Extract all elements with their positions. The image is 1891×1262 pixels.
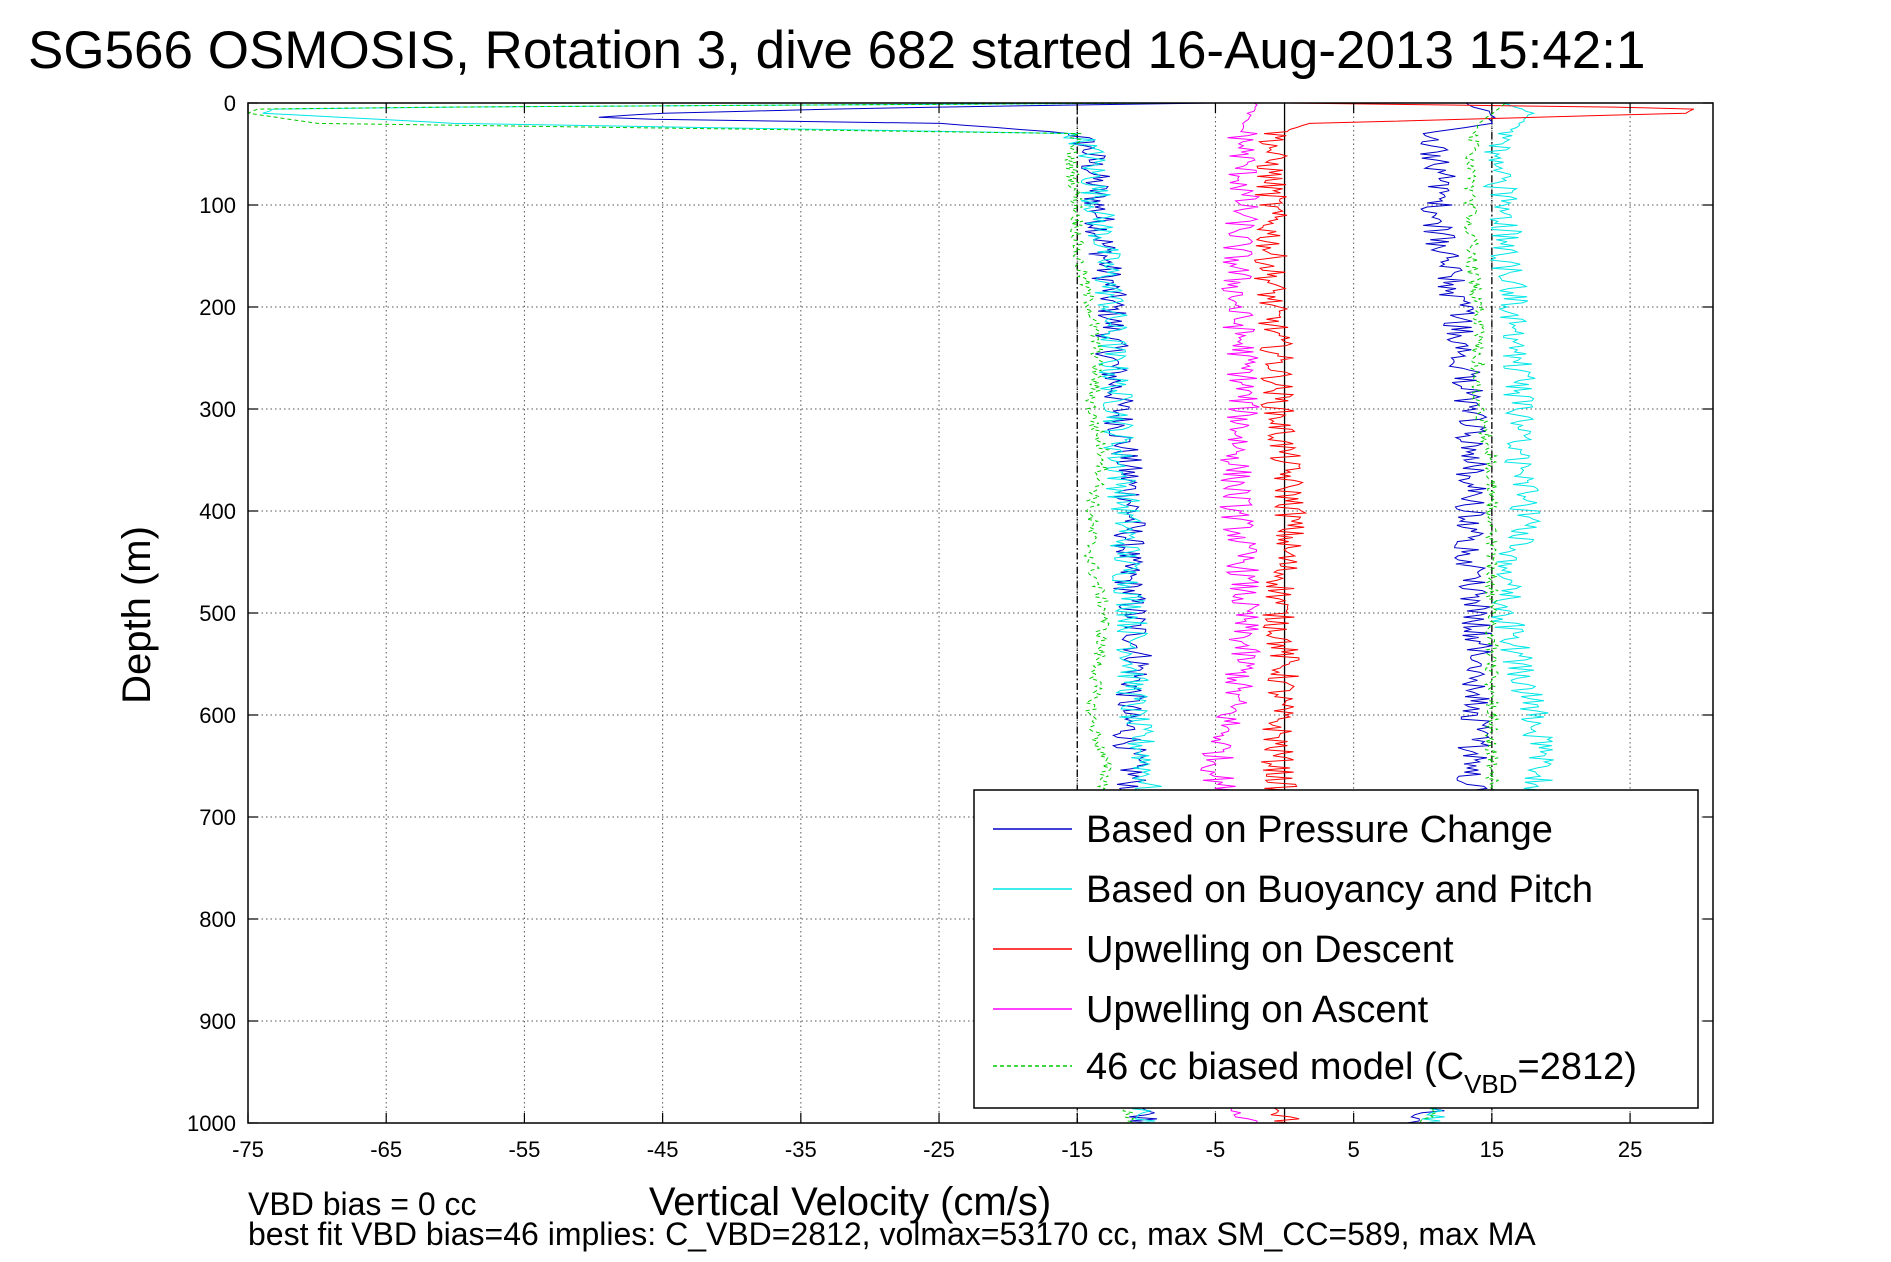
tick-labels: -75 -65 -55 -45 -35 -25 -15 -5 5 15 25010020030040… — [187, 91, 1642, 1162]
x-tick-label: -45 — [647, 1137, 679, 1162]
y-tick-label: 700 — [199, 805, 236, 830]
y-tick-label: 1000 — [187, 1111, 236, 1136]
legend: Based on Pressure Change Based on Buoyanc… — [973, 789, 1699, 1109]
y-tick-label: 800 — [199, 907, 236, 932]
y-tick-label: 300 — [199, 397, 236, 422]
y-tick-label: 100 — [199, 193, 236, 218]
x-axis-label: Vertical Velocity (cm/s) — [649, 1180, 1051, 1224]
x-tick-label: 5 — [1348, 1137, 1360, 1162]
x-tick-label: -15 — [1061, 1137, 1093, 1162]
legend-entry-2: Based on Buoyancy and Pitch — [993, 869, 1593, 911]
x-tick-label: 15 — [1480, 1137, 1504, 1162]
y-tick-label: 600 — [199, 703, 236, 728]
legend-label-tail: =2812) — [1518, 1046, 1637, 1088]
x-tick-label: -75 — [232, 1137, 264, 1162]
footer-line-1: VBD bias = 0 cc — [248, 1186, 477, 1222]
legend-label: 46 cc biased model (CVBD=2812) — [1086, 1046, 1637, 1099]
legend-label: Based on Pressure Change — [1086, 809, 1553, 851]
legend-entry-4: Upwelling on Ascent — [993, 989, 1429, 1031]
chart-title: SG566 OSMOSIS, Rotation 3, dive 682 star… — [28, 21, 1645, 80]
legend-label: Based on Buoyancy and Pitch — [1086, 869, 1593, 911]
legend-label-sub: VBD — [1464, 1069, 1517, 1099]
y-tick-label: 0 — [224, 91, 236, 116]
series-line — [248, 103, 1175, 1123]
legend-box — [973, 789, 1699, 1109]
x-tick-label: -25 — [923, 1137, 955, 1162]
y-tick-label: 200 — [199, 295, 236, 320]
y-axis-label: Depth (m) — [115, 526, 159, 704]
axes — [247, 102, 1714, 1124]
footer-line-2: best fit VBD bias=46 implies: C_VBD=2812… — [248, 1216, 1536, 1252]
x-tick-label: -35 — [785, 1137, 817, 1162]
legend-label-main: 46 cc biased model (C — [1086, 1046, 1464, 1088]
y-tick-label: 400 — [199, 499, 236, 524]
x-tick-label: -55 — [509, 1137, 541, 1162]
x-tick-label: -65 — [370, 1137, 402, 1162]
y-tick-label: 500 — [199, 601, 236, 626]
legend-entry-1: Based on Pressure Change — [993, 809, 1553, 851]
x-tick-label: -5 — [1206, 1137, 1226, 1162]
y-tick-label: 900 — [199, 1009, 236, 1034]
legend-entry-5: 46 cc biased model (CVBD=2812) — [993, 1046, 1637, 1099]
legend-label: Upwelling on Ascent — [1086, 989, 1429, 1031]
legend-label: Upwelling on Descent — [1086, 929, 1454, 971]
x-tick-label: 25 — [1618, 1137, 1642, 1162]
legend-entry-3: Upwelling on Descent — [993, 929, 1454, 971]
